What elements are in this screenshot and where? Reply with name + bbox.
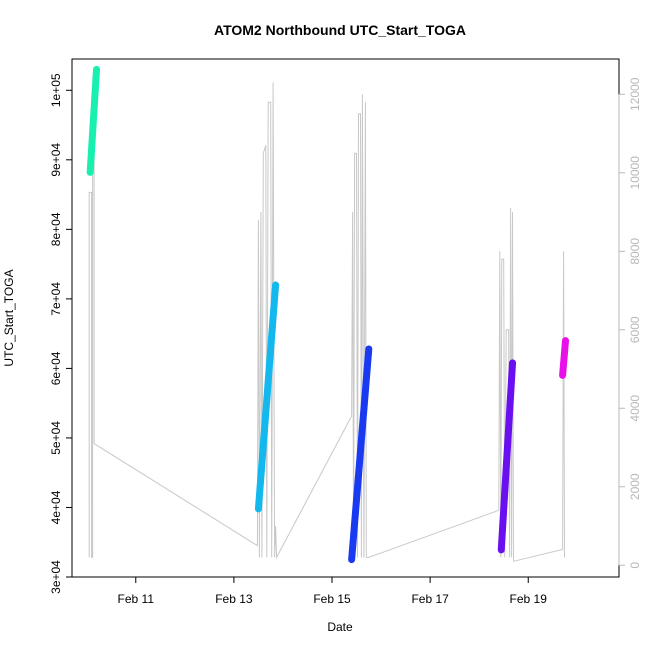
y2-tick-label: 0 bbox=[628, 562, 642, 569]
x-tick-label: Feb 15 bbox=[313, 592, 351, 606]
y-tick-label: 5e+04 bbox=[49, 421, 63, 455]
y2-tick-label: 12000 bbox=[628, 77, 642, 111]
x-axis-label: Date bbox=[327, 620, 353, 634]
y-tick-label: 1e+05 bbox=[49, 73, 63, 107]
x-tick-label: Feb 11 bbox=[118, 592, 155, 606]
series-5-points bbox=[559, 337, 570, 379]
y-tick-label: 7e+04 bbox=[49, 282, 63, 316]
y-axis-label: UTC_Start_TOGA bbox=[2, 269, 16, 366]
secondary-line-layer bbox=[88, 82, 565, 562]
series-3-points bbox=[348, 345, 373, 564]
y-tick-label: 8e+04 bbox=[49, 212, 63, 246]
plot-frame bbox=[71, 58, 620, 578]
series-layer bbox=[86, 65, 570, 564]
series-1-points bbox=[86, 65, 101, 176]
secondary-series-line bbox=[88, 82, 565, 562]
y2-tick-label: 6000 bbox=[628, 316, 642, 343]
y-axis: 3e+04 4e+04 5e+04 6e+04 7e+04 8e+04 9e+04 1e+05 bbox=[49, 73, 72, 594]
chart-title: ATOM2 Northbound UTC_Start_TOGA bbox=[214, 22, 466, 38]
series-4-points bbox=[497, 359, 517, 554]
x-axis: Feb 11 Feb 13 Feb 15 Feb 17 Feb 19 bbox=[118, 577, 548, 606]
y-tick-label: 4e+04 bbox=[49, 490, 63, 524]
x-tick-label: Feb 17 bbox=[411, 592, 449, 606]
y-tick-label: 3e+04 bbox=[49, 560, 63, 594]
y2-tick-label: 8000 bbox=[628, 238, 642, 265]
y-tick-label: 9e+04 bbox=[49, 143, 63, 177]
y2-tick-label: 10000 bbox=[628, 156, 642, 190]
series-2-points bbox=[254, 281, 280, 513]
y2-tick-label: 2000 bbox=[628, 473, 642, 500]
x-tick-label: Feb 13 bbox=[215, 592, 253, 606]
y2-tick-label: 4000 bbox=[628, 395, 642, 422]
y2-axis: 0 2000 4000 6000 8000 10000 12000 bbox=[618, 77, 642, 569]
y-tick-label: 6e+04 bbox=[49, 351, 63, 385]
x-tick-label: Feb 19 bbox=[510, 592, 548, 606]
